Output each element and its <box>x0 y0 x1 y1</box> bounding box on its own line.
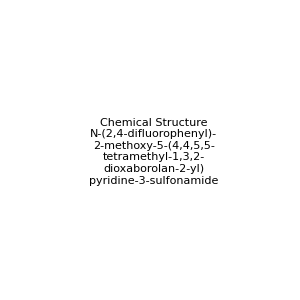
Text: Chemical Structure
N-(2,4-difluorophenyl)-
2-methoxy-5-(4,4,5,5-
tetramethyl-1,3: Chemical Structure N-(2,4-difluorophenyl… <box>89 118 218 185</box>
